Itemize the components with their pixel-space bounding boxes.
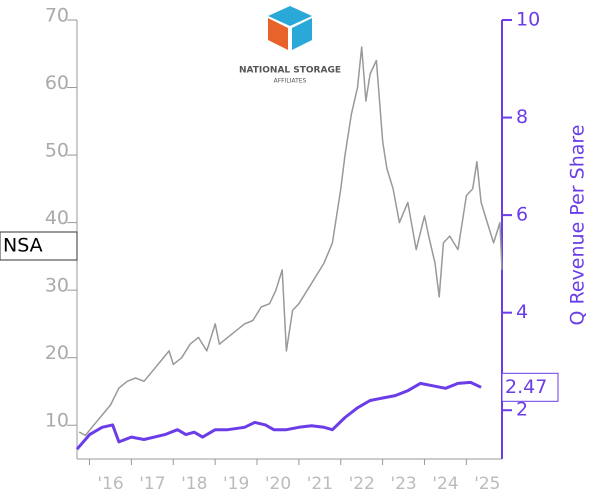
x-tick-label: '17 [139, 474, 165, 494]
y-tick-label: 60 [45, 72, 69, 94]
price-line [78, 46, 503, 437]
y2-axis-title: Q Revenue Per Share [567, 125, 589, 326]
y2-tick-label: 4 [516, 301, 528, 323]
logo-icon [268, 18, 288, 50]
price-label: NSA [0, 231, 78, 261]
x-tick-label: '20 [265, 474, 291, 494]
price-label-box [0, 231, 78, 261]
x-tick-label: '23 [390, 474, 416, 494]
value-label: 2.47 [501, 372, 559, 402]
logo: NATIONAL STORAGE AFFILIATES [239, 6, 341, 85]
y2-tick-label: 6 [516, 204, 528, 226]
logo-text: NATIONAL STORAGE [239, 66, 341, 76]
x-tick-label: '18 [181, 474, 207, 494]
y-tick-label: 50 [45, 140, 69, 162]
y-tick-label: 10 [45, 410, 69, 432]
x-tick-label: '19 [223, 474, 249, 494]
y2-tick-label: 8 [516, 106, 528, 128]
logo-icon [292, 18, 312, 50]
y-tick-label: 30 [45, 275, 69, 297]
y-tick-label: 20 [45, 342, 69, 364]
revenue-line [75, 380, 482, 451]
x-tick-label: '16 [97, 474, 123, 494]
y2-tick-label: 2 [516, 399, 528, 421]
y-tick-label: 40 [45, 207, 69, 229]
x-tick-label: '25 [474, 474, 500, 494]
logo-icon [268, 6, 312, 26]
x-tick-label: '24 [432, 474, 458, 494]
x-tick-label: '22 [349, 474, 375, 494]
x-tick-label: '21 [307, 474, 333, 494]
value-label-box [501, 372, 559, 402]
y2-tick-label: 10 [516, 9, 540, 31]
logo-text: AFFILIATES [274, 78, 307, 85]
value-label-text: 2.47 [505, 376, 547, 398]
y-tick-label: 70 [45, 5, 69, 27]
price-label-text: NSA [3, 235, 43, 257]
